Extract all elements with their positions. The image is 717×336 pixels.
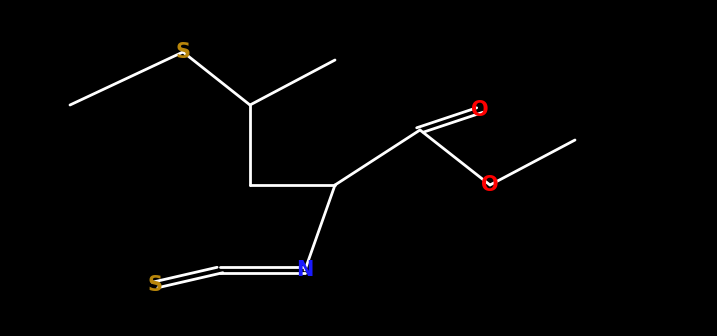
- Text: O: O: [481, 175, 499, 195]
- Text: S: S: [148, 275, 163, 295]
- Text: S: S: [176, 42, 191, 62]
- Text: O: O: [471, 100, 489, 120]
- Text: N: N: [296, 260, 314, 280]
